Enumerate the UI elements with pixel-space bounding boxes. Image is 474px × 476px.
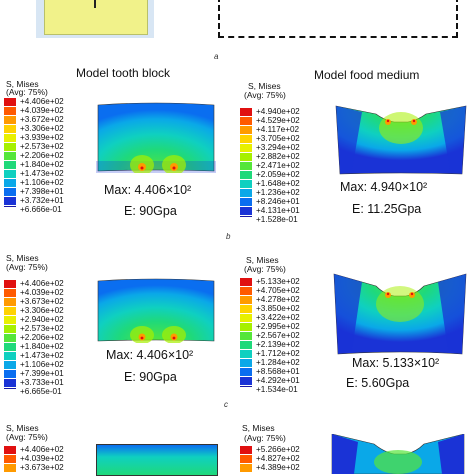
food-contour-c: [333, 273, 467, 355]
legend-title: S, Mises: [6, 253, 39, 263]
food-contour-d: [331, 434, 465, 474]
legend-food-d: S, Mises (Avg: 75%) +5.266e+02 +4.827e+0…: [240, 423, 300, 472]
panel-letter-c: c: [224, 400, 228, 409]
tooth-e-c: E: 90Gpa: [124, 370, 177, 384]
panel-a-dashed-box: [218, 0, 458, 38]
title-food-medium: Model food medium: [314, 68, 420, 82]
legend-title: S, Mises: [246, 255, 279, 265]
title-tooth-block: Model tooth block: [76, 66, 171, 80]
food-contour-b: [335, 105, 467, 175]
panel-letter-b: b: [226, 232, 231, 241]
panel-a-yellow-block: [36, 0, 154, 38]
legend-subtitle: (Avg: 75%): [6, 87, 48, 97]
legend-subtitle: (Avg: 75%): [244, 264, 286, 274]
food-max-b: Max: 4.940×10²: [340, 180, 428, 194]
legend-tooth-b: S, Mises (Avg: 75%) +4.406e+02 +4.039e+0…: [4, 79, 64, 214]
food-e-c: E: 5.60Gpa: [346, 376, 410, 390]
tooth-max-b: Max: 4.406×10²: [104, 183, 192, 197]
legend-title: S, Mises: [6, 79, 39, 89]
legend-food-c: S, Mises (Avg: 75%) +5.133e+02 +4.705e+0…: [240, 256, 330, 396]
legend-subtitle: (Avg: 75%): [6, 262, 48, 272]
tooth-e-b: E: 90Gpa: [124, 204, 177, 218]
legend-tooth-d: S, Mises (Avg: 75%) +4.406e+02 +4.039e+0…: [4, 423, 64, 472]
legend-subtitle: (Avg: 75%): [6, 432, 48, 442]
legend-title: S, Mises: [6, 423, 39, 433]
food-e-b: E: 11.25Gpa: [352, 202, 422, 216]
tooth-max-c: Max: 4.406×10²: [106, 348, 194, 362]
tooth-contour-b: [96, 102, 216, 173]
tooth-contour-d: [96, 444, 218, 476]
legend-food-b: S, Mises (Avg: 75%) +4.940e+02 +4.529e+0…: [240, 81, 330, 224]
legend-title: S, Mises: [248, 81, 281, 91]
food-max-c: Max: 5.133×10²: [352, 356, 440, 370]
tooth-contour-c: [97, 278, 215, 343]
panel-letter-a: a: [214, 52, 219, 61]
legend-subtitle: (Avg: 75%): [244, 433, 286, 443]
legend-tooth-c: S, Mises (Avg: 75%) +4.406e+02 +4.039e+0…: [4, 253, 64, 396]
legend-subtitle: (Avg: 75%): [244, 90, 286, 100]
legend-title: S, Mises: [242, 423, 275, 433]
